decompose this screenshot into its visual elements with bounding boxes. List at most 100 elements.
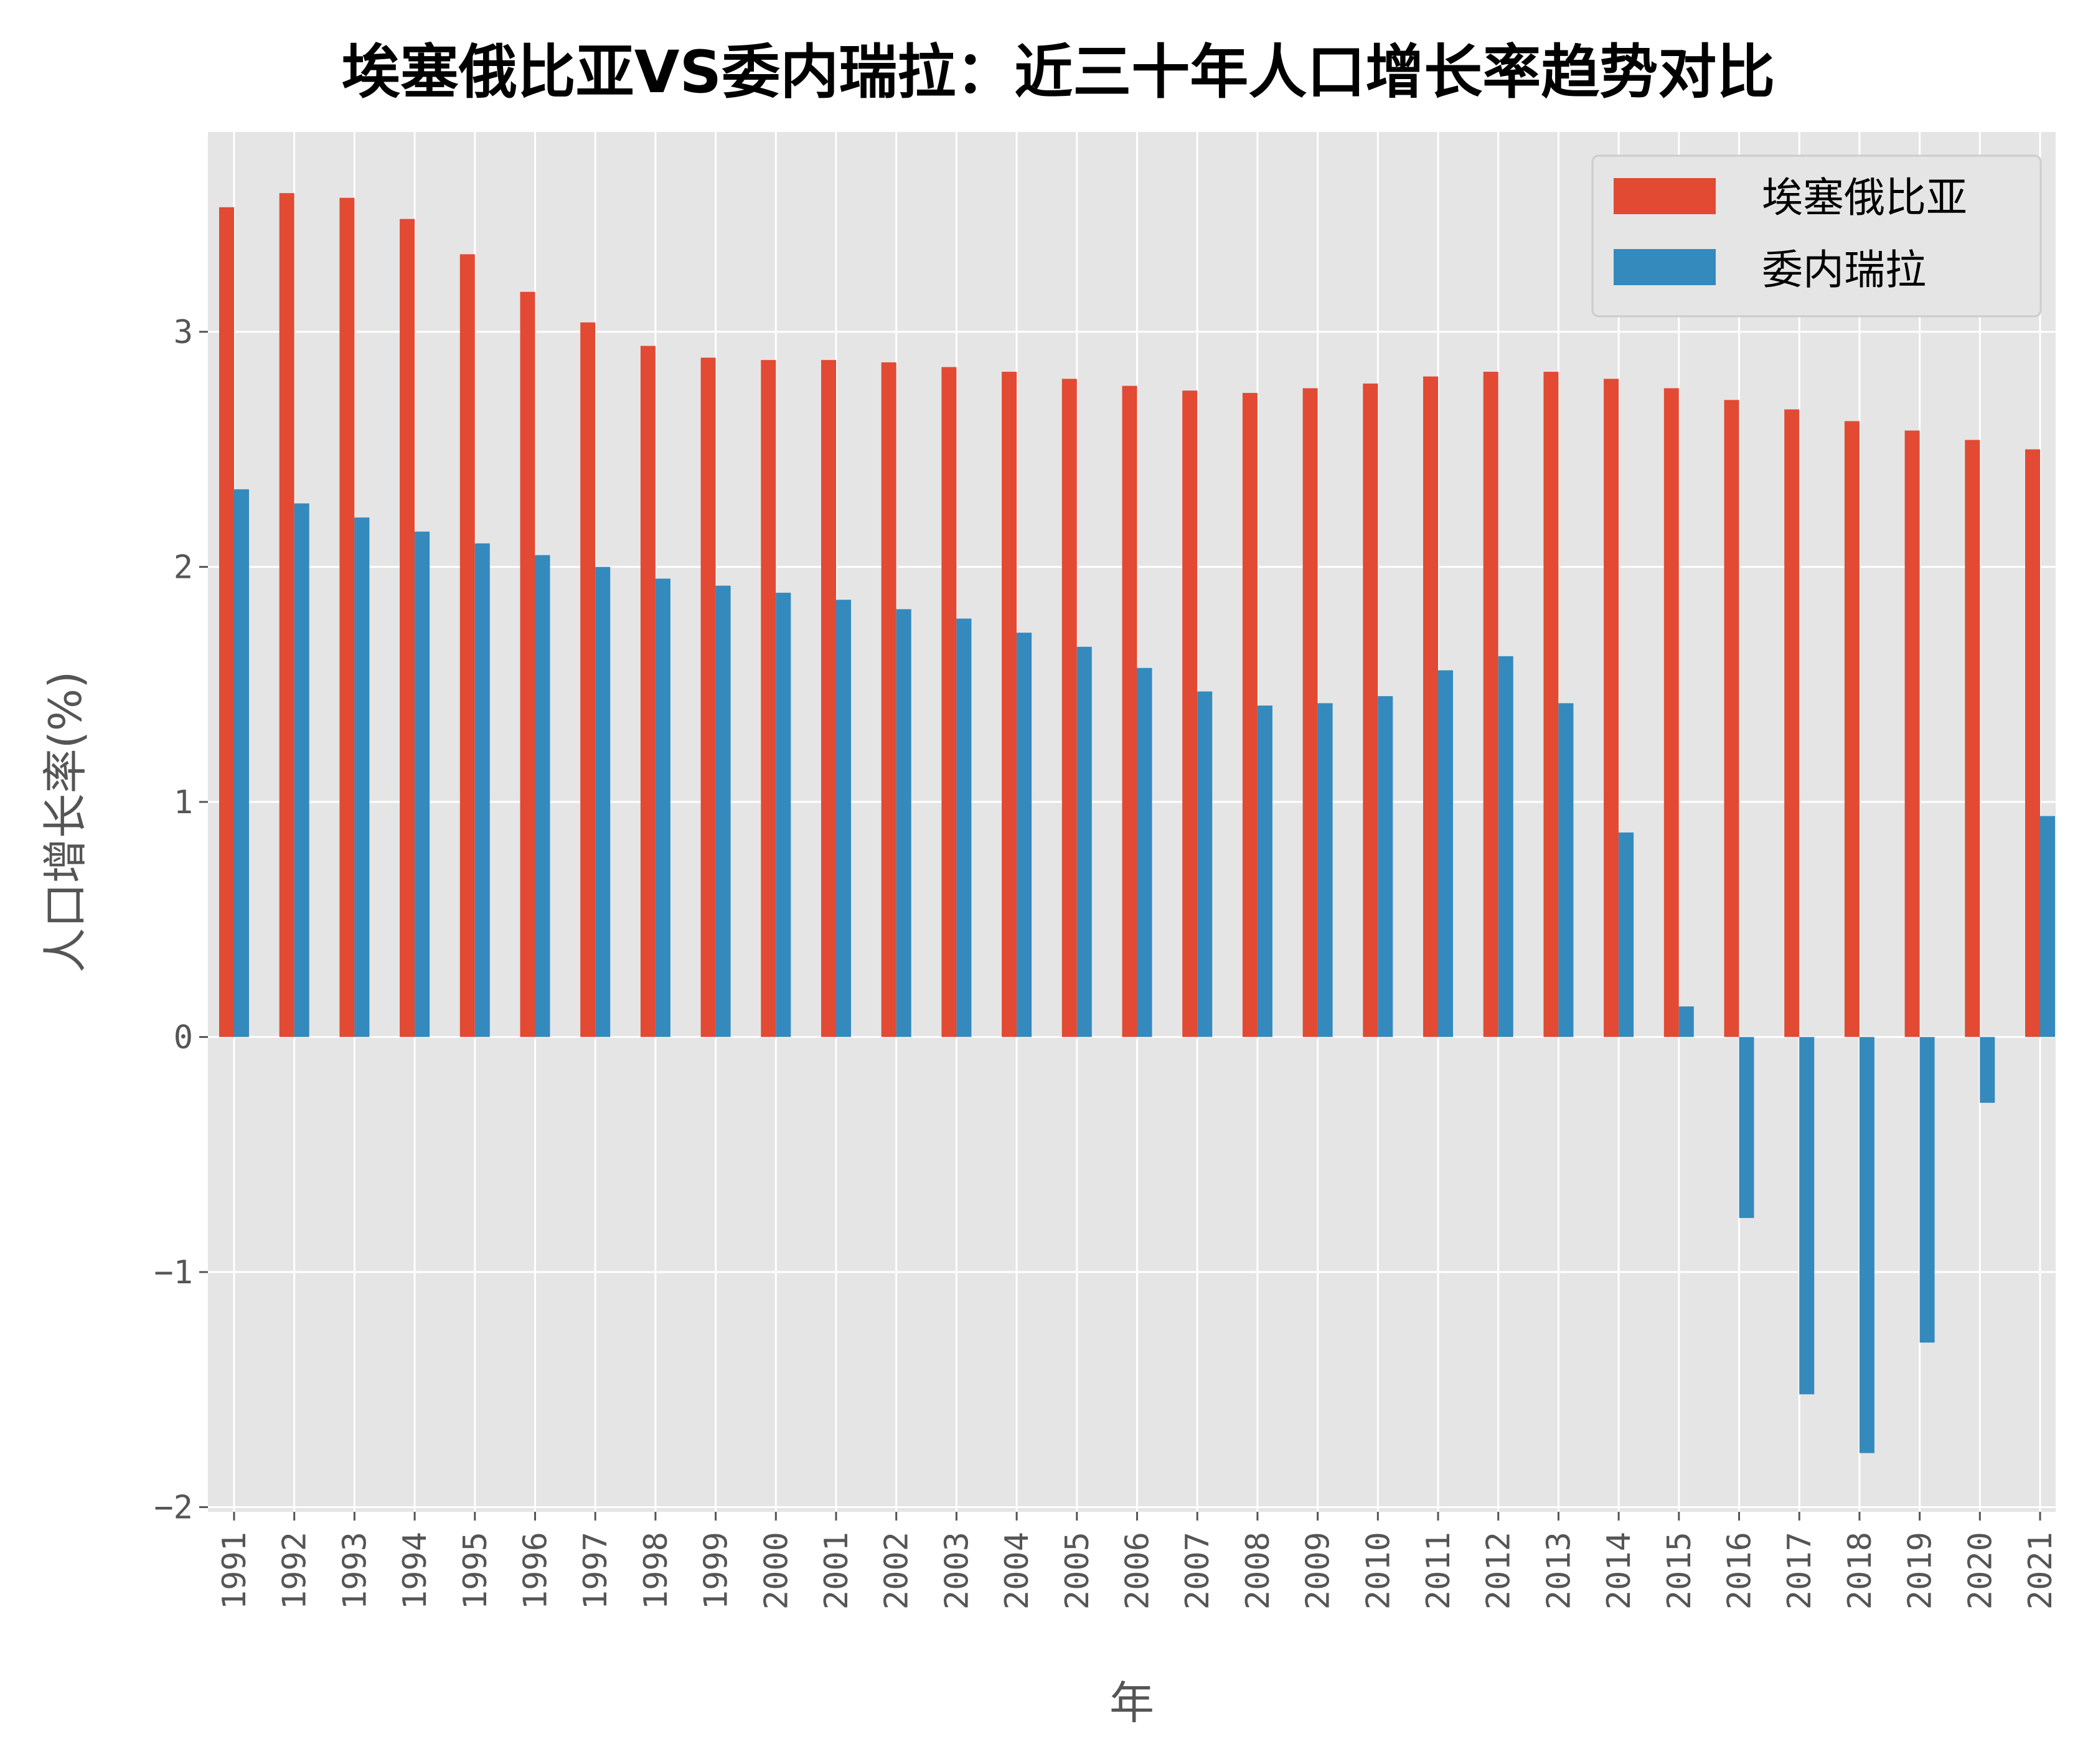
x-tick-label-2016: 2016 <box>1721 1532 1759 1610</box>
bar-ethiopia-1997 <box>580 322 596 1037</box>
bar-ethiopia-2012 <box>1483 372 1498 1037</box>
bar-ethiopia-2018 <box>1844 421 1860 1037</box>
bar-ethiopia-2001 <box>821 360 836 1037</box>
y-tick-label: −1 <box>154 1254 193 1291</box>
x-tick-label-1994: 1994 <box>397 1532 434 1610</box>
bar-ethiopia-2014 <box>1604 379 1619 1037</box>
x-tick-label-1995: 1995 <box>457 1532 494 1610</box>
bar-ethiopia-2000 <box>761 360 776 1037</box>
x-axis-ticks: 1991 1992 1993 1994 1995 1996 1997 1998 1999 2000… <box>216 1512 2059 1610</box>
x-tick-label-2000: 2000 <box>758 1532 795 1610</box>
bar-venezuela-2012 <box>1498 656 1513 1037</box>
bar-ethiopia-1994 <box>400 219 415 1037</box>
bar-venezuela-2018 <box>1859 1037 1874 1453</box>
x-tick-label-1993: 1993 <box>336 1532 374 1610</box>
x-tick-label-2019: 2019 <box>1902 1532 1939 1610</box>
y-axis-label: 人口增长率(%) <box>39 671 92 973</box>
bar-venezuela-2004 <box>1017 633 1032 1037</box>
bar-venezuela-2001 <box>836 600 851 1037</box>
legend: 埃塞俄比亚 委内瑞拉 <box>1591 154 2042 318</box>
bar-venezuela-2003 <box>956 618 972 1037</box>
bar-venezuela-2013 <box>1558 703 1574 1037</box>
bar-ethiopia-2016 <box>1724 400 1739 1037</box>
y-tick-label: 3 <box>174 314 193 351</box>
x-tick-label-2009: 2009 <box>1300 1532 1337 1610</box>
legend-swatch-ethiopia <box>1614 178 1716 214</box>
x-tick-label-2013: 2013 <box>1540 1532 1578 1610</box>
bar-venezuela-2009 <box>1317 703 1333 1037</box>
x-tick-label-2014: 2014 <box>1601 1532 1638 1610</box>
x-tick-label-2005: 2005 <box>1059 1532 1096 1610</box>
bar-venezuela-1992 <box>294 503 309 1037</box>
bars <box>219 193 2055 1453</box>
legend-swatch-venezuela <box>1614 249 1716 285</box>
bar-venezuela-2008 <box>1257 705 1272 1037</box>
x-tick-label-2021: 2021 <box>2022 1532 2059 1610</box>
x-tick-label-2012: 2012 <box>1480 1532 1518 1610</box>
bar-ethiopia-1991 <box>219 207 234 1037</box>
bar-ethiopia-2008 <box>1242 393 1258 1037</box>
bar-venezuela-1997 <box>595 567 611 1037</box>
bar-ethiopia-2020 <box>1965 440 1980 1037</box>
bar-ethiopia-1996 <box>520 291 535 1037</box>
bar-venezuela-2006 <box>1137 667 1152 1037</box>
y-tick-label: 2 <box>174 549 193 586</box>
x-axis-label: 年 <box>1109 1677 1154 1729</box>
bar-ethiopia-2004 <box>1002 372 1017 1037</box>
bar-ethiopia-2013 <box>1543 372 1559 1037</box>
x-tick-label-2015: 2015 <box>1661 1532 1698 1610</box>
x-tick-label-2007: 2007 <box>1179 1532 1216 1610</box>
bar-ethiopia-1999 <box>700 357 716 1037</box>
x-tick-label-2001: 2001 <box>818 1532 855 1610</box>
bar-venezuela-2002 <box>896 609 911 1037</box>
legend-label-ethiopia: 埃塞俄比亚 <box>1762 174 1967 222</box>
legend-label-venezuela: 委内瑞拉 <box>1762 246 1926 294</box>
x-tick-label-2003: 2003 <box>938 1532 976 1610</box>
x-tick-label-1998: 1998 <box>637 1532 675 1610</box>
bar-ethiopia-1992 <box>279 193 294 1037</box>
bar-venezuela-2010 <box>1378 696 1393 1037</box>
bar-venezuela-1995 <box>474 543 490 1037</box>
x-tick-label-1991: 1991 <box>216 1532 253 1610</box>
x-tick-label-1997: 1997 <box>577 1532 614 1610</box>
bar-ethiopia-2007 <box>1182 390 1198 1037</box>
bar-venezuela-2014 <box>1619 832 1634 1037</box>
x-tick-label-1992: 1992 <box>276 1532 314 1610</box>
bar-venezuela-2021 <box>2040 816 2055 1037</box>
bar-venezuela-2000 <box>776 592 791 1037</box>
bar-ethiopia-2010 <box>1363 383 1378 1037</box>
bar-venezuela-1993 <box>354 517 370 1037</box>
y-tick-label: 1 <box>174 784 193 821</box>
bar-venezuela-2007 <box>1197 691 1213 1037</box>
bar-ethiopia-1998 <box>640 346 656 1037</box>
bar-venezuela-2016 <box>1739 1037 1754 1219</box>
x-tick-label-1999: 1999 <box>698 1532 735 1610</box>
bar-venezuela-2011 <box>1438 670 1453 1037</box>
bar-ethiopia-2003 <box>941 367 957 1037</box>
x-tick-label-2002: 2002 <box>878 1532 916 1610</box>
y-tick-label: −2 <box>154 1489 193 1526</box>
x-tick-label-2008: 2008 <box>1239 1532 1277 1610</box>
chart-title: 埃塞俄比亚VS委内瑞拉：近三十年人口增长率趋势对比 <box>342 39 1775 106</box>
y-axis-ticks: −2 −1 0 1 2 3 <box>154 314 208 1526</box>
x-tick-label-2020: 2020 <box>1962 1532 1999 1610</box>
x-tick-label-2010: 2010 <box>1360 1532 1397 1610</box>
bar-venezuela-1996 <box>535 555 550 1037</box>
bar-venezuela-1994 <box>415 531 430 1037</box>
bar-ethiopia-2005 <box>1061 379 1077 1037</box>
x-tick-label-2018: 2018 <box>1841 1532 1879 1610</box>
x-tick-label-2004: 2004 <box>999 1532 1036 1610</box>
bar-ethiopia-2011 <box>1423 376 1438 1037</box>
bar-ethiopia-2006 <box>1122 385 1137 1037</box>
bar-venezuela-1998 <box>655 578 670 1037</box>
x-tick-label-2017: 2017 <box>1781 1532 1818 1610</box>
bar-ethiopia-2015 <box>1663 388 1679 1037</box>
x-tick-label-2011: 2011 <box>1420 1532 1457 1610</box>
bar-ethiopia-2009 <box>1302 388 1318 1037</box>
bar-venezuela-2015 <box>1678 1006 1694 1037</box>
bar-ethiopia-2017 <box>1784 409 1800 1037</box>
bar-venezuela-2017 <box>1799 1037 1815 1395</box>
bar-ethiopia-1995 <box>459 254 475 1037</box>
x-tick-label-2006: 2006 <box>1119 1532 1157 1610</box>
